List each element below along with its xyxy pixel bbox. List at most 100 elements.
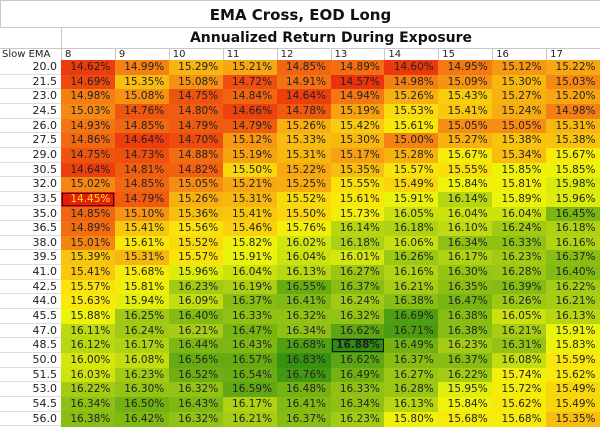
heatmap-cell: 14.69% xyxy=(61,74,116,90)
heatmap-cell: 16.47% xyxy=(222,323,278,339)
heatmap-cell: 16.48% xyxy=(276,382,331,398)
heatmap-cell: 15.49% xyxy=(546,396,600,413)
heatmap-cell: 16.62% xyxy=(330,323,385,339)
heatmap-cell: 15.55% xyxy=(330,177,385,193)
heatmap-cell: 15.31% xyxy=(546,118,600,134)
heatmap-cell: 15.30% xyxy=(330,133,385,149)
heatmap-cell: 16.33% xyxy=(330,382,385,398)
heatmap-cell: 15.19% xyxy=(330,103,385,120)
row-label: 30.5 xyxy=(0,162,61,178)
heatmap-cell: 15.33% xyxy=(276,133,331,149)
heatmap-cell: 16.52% xyxy=(168,367,224,383)
heatmap-cell: 14.79% xyxy=(114,191,170,207)
heatmap-cell: 16.50% xyxy=(114,396,170,413)
heatmap-cell: 15.12% xyxy=(222,133,278,149)
heatmap-cell: 16.40% xyxy=(546,265,600,281)
heatmap-cell: 16.31% xyxy=(492,338,547,354)
heatmap-cell: 16.42% xyxy=(114,411,170,427)
heatmap-cell: 15.24% xyxy=(492,103,547,120)
heatmap-cell: 14.64% xyxy=(114,133,170,149)
heatmap-cell: 15.98% xyxy=(546,177,600,193)
heatmap-cell: 16.57% xyxy=(222,353,278,369)
heatmap-cell: 14.75% xyxy=(168,89,224,105)
heatmap-cell: 16.54% xyxy=(222,367,278,383)
heatmap-cell: 15.88% xyxy=(61,309,116,325)
chart-subtitle: Annualized Return During Exposure xyxy=(61,27,600,48)
heatmap-cell: 16.22% xyxy=(546,279,600,295)
heatmap-cell: 14.91% xyxy=(276,74,331,90)
column-header: 8 xyxy=(61,48,115,60)
row-label: 27.5 xyxy=(0,133,61,148)
heatmap-cell: 15.67% xyxy=(438,147,493,164)
heatmap-cell: 16.32% xyxy=(330,309,385,325)
heatmap-cell: 15.35% xyxy=(330,162,385,178)
heatmap-cell: 15.52% xyxy=(168,235,224,251)
heatmap-cell: 16.22% xyxy=(61,382,116,398)
row-label: 48.5 xyxy=(0,338,61,353)
heatmap-cell: 14.89% xyxy=(61,221,116,237)
row-label: 23.0 xyxy=(0,89,61,104)
heatmap-cell: 16.56% xyxy=(168,353,224,369)
heatmap-cell: 16.37% xyxy=(330,279,385,295)
heatmap-cell: 15.61% xyxy=(330,191,385,207)
column-header: 10 xyxy=(168,48,223,60)
heatmap-cell: 15.91% xyxy=(546,323,600,339)
heatmap-cell: 16.69% xyxy=(384,309,439,325)
column-header: 15 xyxy=(438,48,493,60)
heatmap-cell: 16.16% xyxy=(384,265,439,281)
heatmap-cell: 16.83% xyxy=(276,353,331,369)
heatmap-cell: 15.61% xyxy=(384,118,439,134)
row-label: 26.0 xyxy=(0,118,61,134)
heatmap-cell: 15.43% xyxy=(438,89,493,105)
heatmap-cell: 16.01% xyxy=(330,250,385,266)
heatmap-cell: 14.66% xyxy=(222,103,278,120)
heatmap-cell: 15.68% xyxy=(492,411,547,427)
heatmap-cell: 16.59% xyxy=(222,382,278,398)
heatmap-cell: 15.59% xyxy=(546,353,600,369)
heatmap-cell: 15.31% xyxy=(114,250,170,266)
heatmap-cell: 16.32% xyxy=(276,309,331,325)
heatmap-cell: 14.98% xyxy=(546,103,600,120)
heatmap-cell: 15.82% xyxy=(222,235,278,251)
heatmap-cell: 15.28% xyxy=(384,147,439,164)
heatmap-cell: 15.68% xyxy=(114,265,170,281)
heatmap-cell: 14.76% xyxy=(114,103,170,120)
row-label: 51.5 xyxy=(0,367,61,383)
heatmap-cell: 16.23% xyxy=(114,367,170,383)
row-label: 39.5 xyxy=(0,250,61,266)
heatmap-cell: 16.18% xyxy=(384,221,439,237)
chart-title: EMA Cross, EOD Long xyxy=(0,0,600,28)
heatmap-cell: 14.85% xyxy=(114,177,170,193)
heatmap-cell: 16.21% xyxy=(222,411,278,427)
heatmap-cell: 16.13% xyxy=(384,396,439,413)
heatmap-cell: 14.70% xyxy=(168,133,224,149)
heatmap-cell: 16.13% xyxy=(276,265,331,281)
heatmap-cell: 16.35% xyxy=(438,279,493,295)
heatmap-cell: 15.27% xyxy=(438,133,493,149)
heatmap-cell: 16.14% xyxy=(330,221,385,237)
heatmap-cell: 16.25% xyxy=(114,309,170,325)
row-label: 36.5 xyxy=(0,221,61,236)
heatmap-cell: 14.57% xyxy=(330,74,385,90)
heatmap-cell: 15.76% xyxy=(276,221,331,237)
heatmap-cell: 16.21% xyxy=(546,294,600,310)
row-label: 45.5 xyxy=(0,309,61,324)
heatmap-cell: 15.95% xyxy=(438,382,493,398)
heatmap-cell: 15.03% xyxy=(546,74,600,90)
heatmap-cell: 16.71% xyxy=(384,323,439,339)
heatmap-cell: 15.00% xyxy=(384,133,439,149)
heatmap-cell: 16.24% xyxy=(330,294,385,310)
heatmap-cell: 16.43% xyxy=(168,396,224,413)
heatmap-cell: 16.04% xyxy=(222,265,278,281)
heatmap-cell: 16.14% xyxy=(438,191,493,207)
heatmap-cell: 16.12% xyxy=(61,338,116,354)
heatmap-cell: 14.79% xyxy=(222,118,278,134)
heatmap-cell: 16.45% xyxy=(546,206,600,222)
heatmap-cell: 15.41% xyxy=(61,265,116,281)
heatmap-cell: 15.84% xyxy=(438,396,493,413)
heatmap-cell: 14.64% xyxy=(276,89,331,105)
heatmap-cell: 16.21% xyxy=(384,279,439,295)
heatmap-cell: 16.09% xyxy=(168,294,224,310)
heatmap-cell: 16.18% xyxy=(546,221,600,237)
heatmap-cell: 14.95% xyxy=(438,60,493,76)
